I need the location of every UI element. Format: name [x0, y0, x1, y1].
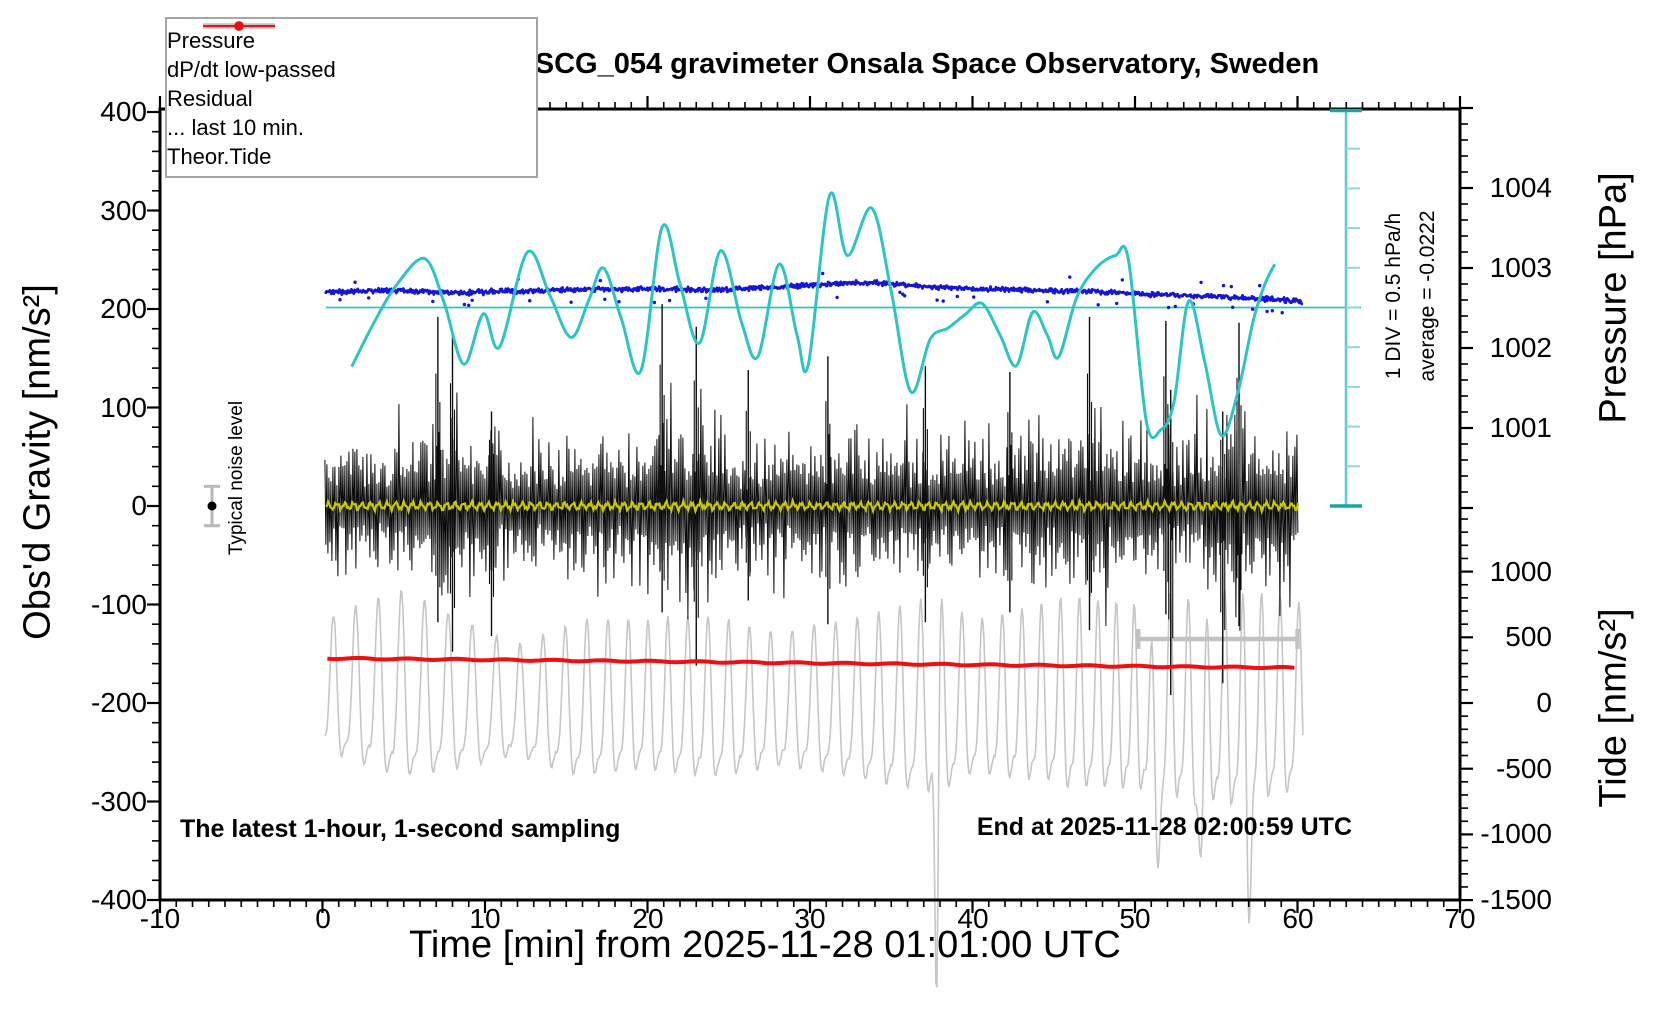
gravity-tick-label: 100 — [100, 392, 147, 423]
ten-min-scale-bar — [1136, 628, 1300, 649]
legend-label: ... last 10 min. — [167, 114, 304, 140]
x-tick-label: 40 — [957, 903, 989, 934]
theor-tide-series — [327, 655, 1295, 671]
x-tick-label: 10 — [469, 903, 501, 934]
div-scale-note: 1 DIV = 0.5 hPa/h — [1382, 212, 1405, 380]
gravity-tick-label: 400 — [100, 96, 147, 127]
legend-label: Theor.Tide — [167, 143, 272, 169]
tide-tick-label: -500 — [1495, 753, 1552, 784]
chart-title: SCG_054 gravimeter Onsala Space Observat… — [534, 48, 1320, 80]
gravity-tick-label: 0 — [131, 490, 147, 521]
tide-tick-label: 1000 — [1489, 556, 1552, 587]
x-tick-label: 60 — [1282, 903, 1314, 934]
gravity-tick-label: -200 — [90, 687, 147, 718]
sampling-note: The latest 1-hour, 1-second sampling — [180, 815, 621, 843]
residual-spikes — [435, 304, 1242, 696]
y-axis-title-gravity: Obs'd Gravity [nm/s²] — [16, 284, 59, 640]
noise-level-label: Typical noise level — [226, 400, 247, 556]
residual-series — [324, 382, 1299, 631]
pressure-series — [324, 271, 1304, 315]
legend-label: Pressure — [167, 27, 256, 53]
legend-label: dP/dt low-passed — [167, 56, 336, 82]
gravity-tick-label: 200 — [100, 293, 147, 324]
gravity-tick-label: -400 — [90, 884, 147, 915]
pressure-tick-label: 1002 — [1489, 332, 1552, 363]
gravity-tick-label: 300 — [100, 195, 147, 226]
tide-tick-label: -1500 — [1480, 884, 1552, 915]
legend-item-last10min: ... last 10 min. — [167, 23, 536, 142]
theortide-line-dot-icon — [203, 21, 275, 31]
residual-lowpass-series — [325, 496, 1300, 516]
legend-item-theortide: Theor.Tide — [167, 21, 536, 171]
tide-tick-label: 0 — [1536, 687, 1552, 718]
legend-box: Pressure dP/dt low-passed Residual ... l… — [165, 17, 538, 178]
dpdt-scale-bar — [325, 108, 1362, 508]
x-tick-label: -10 — [139, 903, 181, 934]
gravity-tick-label: -100 — [90, 589, 147, 620]
noise-level-marker — [204, 484, 220, 528]
gravity-tick-label: -300 — [90, 786, 147, 817]
end-time-note: End at 2025-11-28 02:00:59 UTC — [976, 813, 1352, 841]
x-axis-title: Time [min] from 2025-11-28 01:01:00 UTC — [409, 924, 1121, 966]
tide-tick-label: 500 — [1505, 621, 1552, 652]
pressure-tick-label: 1004 — [1489, 172, 1552, 203]
x-tick-label: 50 — [1119, 903, 1151, 934]
dpdt-series — [350, 191, 1277, 440]
y-axis-title-tide: Tide [nm/s²] — [1592, 608, 1635, 808]
legend-label: Residual — [167, 85, 253, 111]
x-tick-label: 70 — [1444, 903, 1476, 934]
average-note: average = -0.0222 — [1416, 210, 1439, 382]
pressure-tick-label: 1001 — [1489, 412, 1552, 443]
tide-tick-label: -1000 — [1480, 818, 1552, 849]
last-10-min-series — [324, 589, 1304, 988]
pressure-tick-label: 1003 — [1489, 252, 1552, 283]
x-tick-label: 30 — [794, 903, 826, 934]
y-axis-title-pressure: Pressure [hPa] — [1592, 172, 1635, 424]
legend-item-residual: Residual — [167, 23, 536, 113]
x-tick-label: 20 — [632, 903, 664, 934]
x-tick-label: 0 — [315, 903, 331, 934]
legend-item-dpdt: dP/dt low-passed — [167, 21, 536, 84]
